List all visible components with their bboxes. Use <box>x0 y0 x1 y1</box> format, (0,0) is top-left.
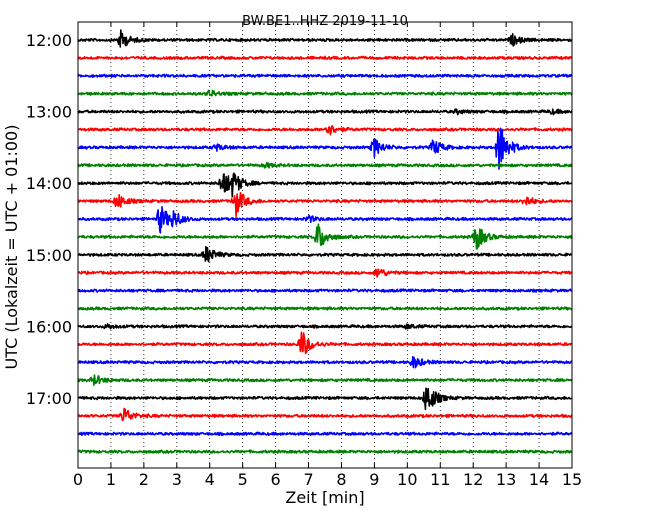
trace-line <box>77 127 573 170</box>
trace-row <box>77 108 573 116</box>
x-tick-label: 0 <box>73 470 83 489</box>
x-tick-label: 4 <box>205 470 215 489</box>
x-tick-label: 10 <box>397 470 417 489</box>
x-tick-label: 6 <box>271 470 281 489</box>
x-tick-label: 8 <box>336 470 346 489</box>
trace-line <box>77 356 573 369</box>
trace-line <box>77 323 573 330</box>
trace-row <box>77 206 573 234</box>
trace-row <box>77 29 573 48</box>
y-tick-label: 17:00 <box>26 389 72 408</box>
y-tick-label: 14:00 <box>26 174 72 193</box>
trace-line <box>77 449 573 454</box>
x-tick-label: 1 <box>106 470 116 489</box>
trace-line <box>77 172 573 198</box>
y-tick-label: 15:00 <box>26 246 72 265</box>
trace-line <box>77 125 573 136</box>
trace-line <box>77 73 573 79</box>
trace-row <box>77 431 573 437</box>
trace-line <box>77 306 573 311</box>
plot-frame <box>77 21 573 469</box>
x-tick-label: 7 <box>303 470 313 489</box>
trace-line <box>77 387 573 411</box>
trace-line <box>77 108 573 116</box>
trace-line <box>77 407 573 422</box>
x-tick-label: 14 <box>529 470 549 489</box>
x-tick-label: 2 <box>139 470 149 489</box>
x-tick-label: 3 <box>172 470 182 489</box>
trace-row <box>77 374 573 386</box>
x-tick-label: 11 <box>430 470 450 489</box>
trace-line <box>77 29 573 48</box>
trace-line <box>77 89 573 97</box>
trace-line <box>77 374 573 386</box>
trace-row <box>77 288 573 293</box>
y-tick-label: 13:00 <box>26 103 72 122</box>
trace-row <box>77 223 573 250</box>
trace-row <box>77 55 573 61</box>
trace-row <box>77 331 573 355</box>
trace-line <box>77 192 573 218</box>
trace-line <box>77 161 573 169</box>
trace-row <box>77 387 573 411</box>
chart-title: BW.BE1..HHZ 2019-11-10 <box>242 14 408 29</box>
trace-row <box>77 268 573 278</box>
y-axis: 12:00 13:00 14:00 15:00 16:00 17:00 <box>26 31 83 408</box>
trace-row <box>77 356 573 369</box>
trace-line <box>77 331 573 355</box>
trace-row <box>77 407 573 422</box>
trace-line <box>77 431 573 437</box>
y-tick-label: 16:00 <box>26 317 72 336</box>
trace-line <box>77 223 573 250</box>
trace-line <box>77 245 573 263</box>
y-axis-label: UTC (Lokalzeit = UTC + 01:00) <box>2 125 21 370</box>
x-tick-label: 15 <box>562 470 582 489</box>
trace-row <box>77 125 573 136</box>
trace-line <box>77 206 573 234</box>
trace-row <box>77 449 573 454</box>
x-axis-label: Zeit [min] <box>285 488 364 507</box>
trace-line <box>77 55 573 61</box>
trace-row <box>77 192 573 218</box>
trace-row <box>77 89 573 97</box>
trace-row <box>77 161 573 169</box>
y-tick-label: 12:00 <box>26 31 72 50</box>
trace-row <box>77 73 573 79</box>
trace-row <box>77 127 573 170</box>
trace-line <box>77 288 573 293</box>
trace-group <box>77 29 573 454</box>
trace-row <box>77 323 573 330</box>
x-tick-label: 9 <box>369 470 379 489</box>
x-tick-label: 5 <box>238 470 248 489</box>
x-tick-label: 13 <box>496 470 516 489</box>
trace-row <box>77 306 573 311</box>
x-axis: 0 1 2 3 4 5 6 7 8 9 10 11 12 13 14 15 <box>73 22 582 489</box>
x-tick-label: 12 <box>463 470 483 489</box>
trace-row <box>77 172 573 198</box>
trace-row <box>77 245 573 263</box>
trace-line <box>77 268 573 278</box>
